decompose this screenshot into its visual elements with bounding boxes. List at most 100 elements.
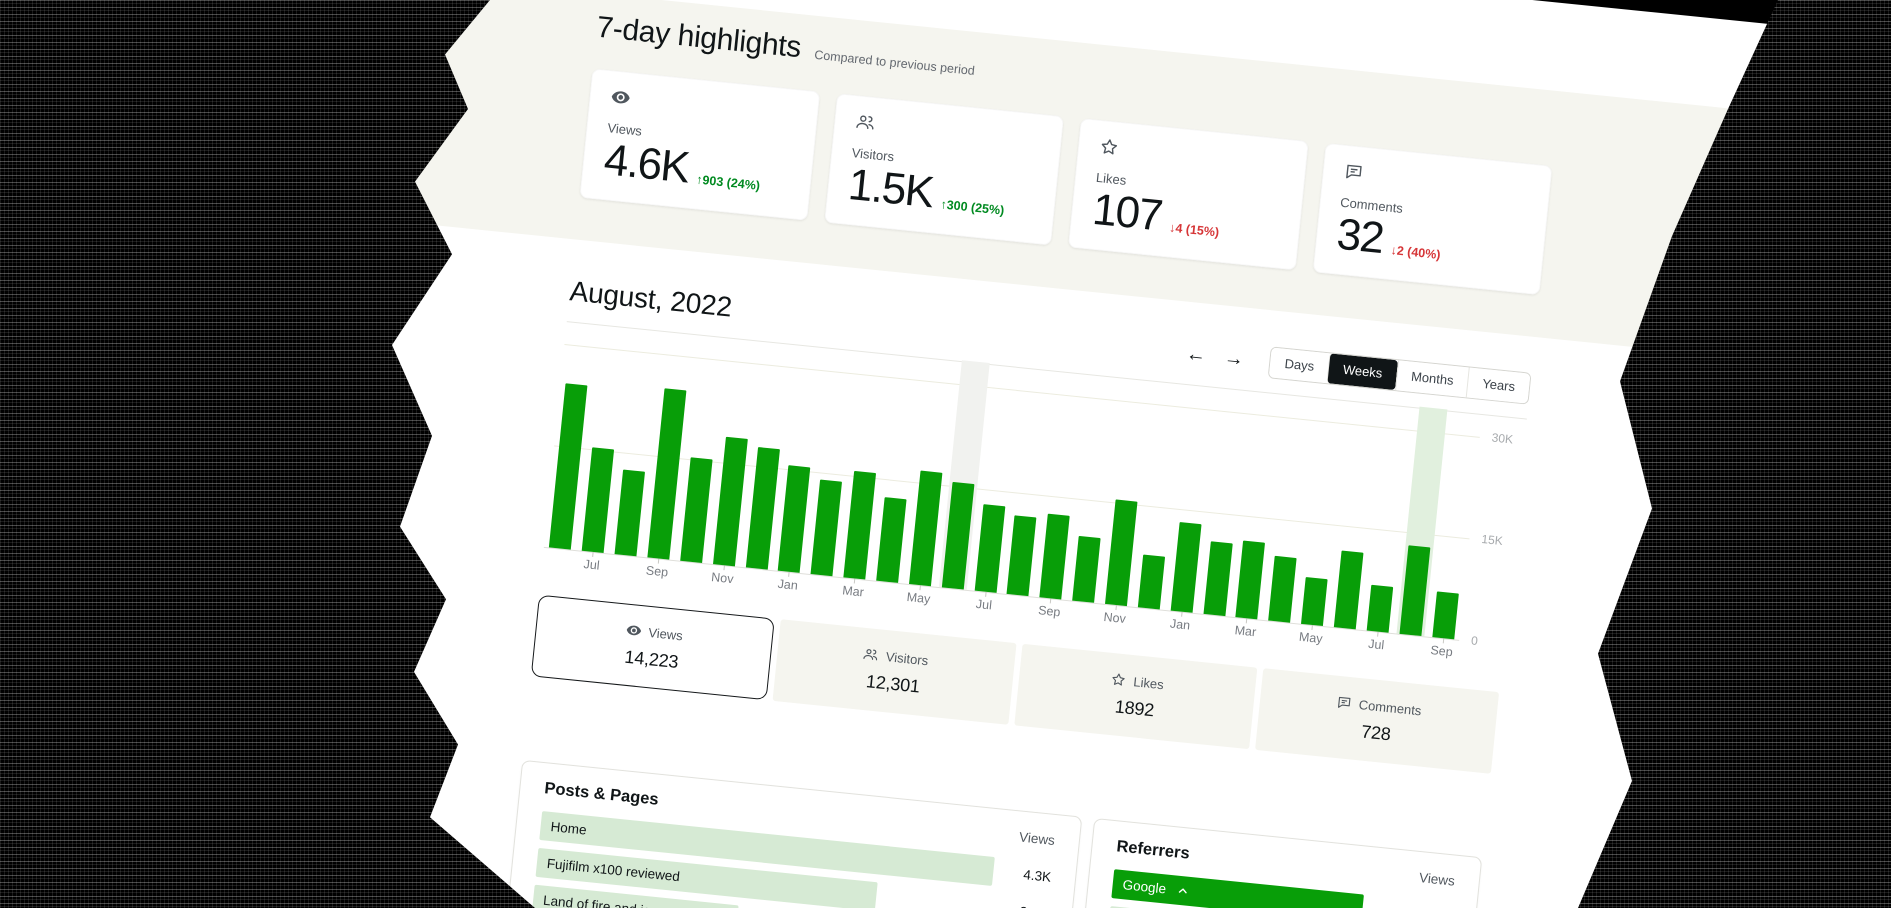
referrers-card: Referrers Views Google 6.2K: [1051, 817, 1483, 908]
highlights-title: 7-day highlights: [595, 10, 803, 65]
chart-bar[interactable]: [1039, 513, 1071, 600]
x-axis-label: Jul: [975, 596, 993, 613]
x-axis-tick: [788, 571, 791, 577]
x-axis-tick: [592, 551, 594, 557]
x-axis-tick: [723, 565, 725, 571]
metric-tab-label: Comments: [1358, 696, 1423, 718]
star-icon: [1110, 671, 1128, 689]
lists-row: Posts & Pages Views Home 4.3K Fujifilm x10…: [479, 759, 1483, 908]
y-axis-label: 0: [1470, 633, 1479, 649]
chart-bar[interactable]: [1366, 584, 1394, 633]
y-axis-label: 30K: [1491, 430, 1514, 447]
x-axis-label: Nov: [710, 570, 735, 587]
x-axis-tick: [853, 578, 856, 584]
people-icon: [862, 646, 880, 664]
chart-bar[interactable]: [1006, 515, 1037, 597]
x-axis-tick: [1311, 624, 1314, 631]
chart-bar[interactable]: [1301, 577, 1328, 627]
highlight-card-value: 4.6K: [601, 135, 691, 193]
highlight-card-likes: Likes 107 ↓4 (15%): [1067, 117, 1309, 271]
chevron-up-icon: [1175, 884, 1189, 898]
previous-period-arrow-icon[interactable]: ←: [1185, 342, 1208, 367]
row-views-value: 4.3K: [1022, 867, 1052, 885]
x-axis-tick: [657, 558, 660, 564]
highlight-card-delta: ↓2 (40%): [1389, 243, 1442, 262]
metric-tab-value: 1892: [1113, 696, 1156, 721]
people-icon: [854, 111, 876, 133]
x-axis-tick: [1115, 605, 1117, 611]
x-axis-tick: [1246, 618, 1248, 624]
next-period-arrow-icon[interactable]: →: [1222, 346, 1245, 371]
stats-page: 7-day highlights Compared to previous pe…: [268, 0, 1891, 908]
x-axis-tick: [1180, 611, 1183, 617]
referrers-title: Referrers: [1115, 837, 1191, 863]
chart-bar[interactable]: [1268, 555, 1297, 623]
chart-bar[interactable]: [1137, 554, 1165, 610]
chart-bar[interactable]: [1235, 540, 1266, 620]
highlight-card-value: 1.5K: [846, 159, 936, 218]
eye-icon: [610, 86, 632, 108]
highlight-card-delta: ↑300 (25%): [939, 197, 1005, 218]
y-axis-label: 15K: [1480, 531, 1504, 548]
metric-tab-label-row: Comments: [1335, 694, 1422, 719]
range-tab-weeks[interactable]: Weeks: [1326, 353, 1398, 390]
chart-bar[interactable]: [843, 470, 877, 580]
range-tab-days[interactable]: Days: [1269, 347, 1330, 383]
x-axis-label: Sep: [645, 563, 669, 580]
metric-tab-label: Visitors: [885, 648, 929, 668]
chart-bar[interactable]: [1203, 541, 1233, 617]
chart-bar[interactable]: [1170, 522, 1202, 613]
chart-bar[interactable]: [1333, 550, 1364, 630]
row-views-value: 6.2K: [1393, 905, 1452, 908]
chart-bar[interactable]: [680, 457, 713, 563]
x-axis-tick: [919, 585, 921, 591]
x-axis-tick: [984, 591, 987, 597]
chart-bar[interactable]: [974, 504, 1005, 593]
chart-bar[interactable]: [1431, 591, 1459, 640]
x-axis-label: Jul: [582, 557, 601, 573]
highlight-card-value: 32: [1334, 209, 1386, 263]
posts-pages-card: Posts & Pages Views Home 4.3K Fujifilm x10…: [479, 759, 1083, 908]
period-heading: August, 2022: [568, 275, 734, 323]
metric-tab-label-row: Visitors: [862, 646, 929, 669]
chart-bar[interactable]: [1105, 499, 1138, 607]
x-axis-label: May: [906, 589, 931, 607]
referrers-views-column-header: Views: [1418, 870, 1456, 889]
metric-tab-label-row: Likes: [1110, 671, 1165, 692]
x-axis-label: Sep: [1037, 603, 1062, 620]
metric-tab-label-row: Views: [625, 622, 684, 644]
eye-icon: [625, 622, 643, 640]
metric-tab-likes[interactable]: Likes 1892: [1013, 643, 1258, 750]
x-axis-label: Jul: [1367, 636, 1385, 653]
highlight-card-delta: ↓4 (15%): [1168, 220, 1220, 240]
x-axis-label: Jan: [777, 576, 799, 593]
posts-pages-title: Posts & Pages: [543, 779, 660, 809]
metric-tab-views[interactable]: Views 14,223: [530, 594, 775, 701]
chart-bar[interactable]: [614, 469, 646, 557]
metric-tab-comments[interactable]: Comments 728: [1255, 668, 1500, 774]
range-tab-years[interactable]: Years: [1465, 367, 1531, 404]
highlight-card-value: 107: [1090, 184, 1164, 241]
x-axis-label: Mar: [841, 583, 865, 600]
x-axis-label: Sep: [1429, 643, 1454, 660]
highlights-section: 7-day highlights Compared to previous pe…: [376, 0, 1891, 371]
row-views-value: 3.1K: [989, 901, 1048, 908]
range-tab-months[interactable]: Months: [1394, 360, 1469, 398]
chart-bar[interactable]: [1072, 535, 1101, 603]
metric-tab-value: 14,223: [623, 646, 680, 673]
metric-tab-label: Views: [647, 624, 684, 643]
chart-bar[interactable]: [810, 479, 843, 577]
chart-bar[interactable]: [581, 447, 615, 554]
metric-tab-visitors[interactable]: Visitors 12,301: [772, 619, 1017, 725]
star-icon: [1098, 136, 1120, 158]
referrer-row[interactable]: Google 6.2K: [1111, 869, 1452, 908]
row-bar-track: Google: [1111, 869, 1394, 908]
posts-pages-views-column-header: Views: [1018, 829, 1056, 849]
chart-bar[interactable]: [778, 465, 811, 573]
x-axis-tick: [1442, 638, 1444, 644]
comment-icon: [1342, 161, 1364, 183]
chart-bar[interactable]: [876, 497, 907, 583]
x-axis-label: Jan: [1169, 616, 1191, 633]
highlight-card-delta: ↑903 (24%): [695, 172, 761, 193]
